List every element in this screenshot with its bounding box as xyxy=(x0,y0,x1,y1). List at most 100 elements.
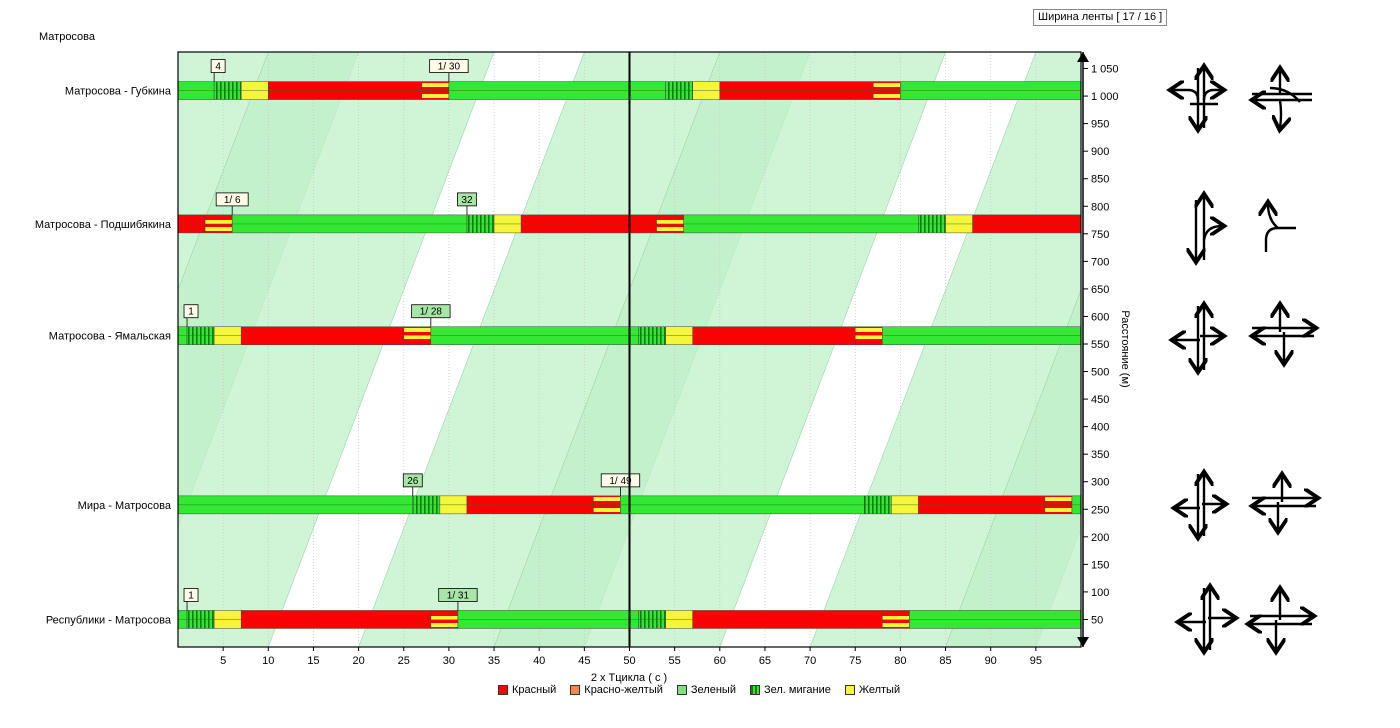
x-tick-label: 80 xyxy=(894,655,906,667)
y-tick-label: 50 xyxy=(1091,614,1103,626)
y-tick-label: 300 xyxy=(1091,477,1109,489)
cross-arrows-icon xyxy=(1172,68,1222,128)
offset-marker-label: 1/ 28 xyxy=(420,307,443,318)
offset-marker-box xyxy=(411,304,451,319)
offset-marker-label: 1/ 49 xyxy=(609,476,632,487)
y-axis-label: Расстояние (м) xyxy=(1119,310,1131,387)
x-axis-label: 2 x Тцикла ( с ) xyxy=(591,672,667,684)
y-tick-label: 750 xyxy=(1091,229,1109,241)
legend-yellow: Желтый xyxy=(844,684,900,696)
signal-phases: Матросова - Губкина 4 1/ 30 Матросова - Под… xyxy=(35,59,1082,629)
intersection-arrows xyxy=(1160,60,1330,660)
y-tick-label: 350 xyxy=(1091,449,1109,461)
y-tick-label: 950 xyxy=(1091,119,1109,131)
cross-arrows-icon xyxy=(1180,588,1234,650)
cross-arrows-icon xyxy=(1176,474,1224,536)
x-tick-label: 5 xyxy=(220,655,226,667)
y-tick-label: 450 xyxy=(1091,394,1109,406)
y-tick-label: 550 xyxy=(1091,339,1109,351)
legend: Красный Красно-желтый Зеленый Зел. миган… xyxy=(498,684,914,696)
y-axis-arrow-down xyxy=(1077,637,1089,647)
offset-marker-label: 4 xyxy=(215,62,221,73)
offset-marker-box xyxy=(215,192,249,207)
band-width-indicator[interactable]: Ширина ленты [ 17 / 16 ] xyxy=(1033,9,1168,26)
x-tick-label: 35 xyxy=(488,655,500,667)
y-tick-label: 500 xyxy=(1091,367,1109,379)
offset-marker-label: 1/ 31 xyxy=(447,590,470,601)
x-tick-label: 90 xyxy=(985,655,997,667)
x-tick-label: 60 xyxy=(714,655,726,667)
y-tick-label: 100 xyxy=(1091,587,1109,599)
x-tick-label: 25 xyxy=(398,655,410,667)
street-title: Матросова xyxy=(39,31,96,43)
intersection-4: Мира - Матросова 26 1/ 49 xyxy=(78,473,1082,515)
y-tick-label: 1 000 xyxy=(1091,91,1119,103)
cross-arrows-icon xyxy=(1174,306,1222,370)
intersection-name: Матросова - Подшибякина xyxy=(35,219,172,231)
legend-red: Красный xyxy=(498,684,556,696)
offset-marker-box xyxy=(438,588,478,602)
offset-marker-box xyxy=(210,59,226,73)
intersection-1: Матросова - Губкина 4 1/ 30 xyxy=(65,59,1082,100)
intersection-name: Мира - Матросова xyxy=(78,500,172,512)
turn-arrow-icon xyxy=(1266,204,1296,252)
offset-marker-label: 26 xyxy=(407,476,419,487)
legend-red-yellow: Красно-желтый xyxy=(570,684,663,696)
x-tick-label: 30 xyxy=(443,655,455,667)
x-tick-label: 45 xyxy=(578,655,590,667)
cross-arrows-icon xyxy=(1252,306,1314,362)
offset-marker-label: 1/ 30 xyxy=(438,62,461,73)
y-tick-label: 600 xyxy=(1091,311,1109,323)
intersection-name: Матросова - Ямальская xyxy=(49,331,171,343)
x-tick-label: 20 xyxy=(352,655,364,667)
x-tick-label: 40 xyxy=(533,655,545,667)
green-band-down xyxy=(945,289,1081,647)
y-axis-arrow-up xyxy=(1077,52,1089,62)
y-tick-label: 400 xyxy=(1091,422,1109,434)
intersection-5: Республики - Матросова 1 1/ 31 xyxy=(46,588,1082,629)
offset-marker-box xyxy=(457,192,477,207)
axes: 5 10 15 20 25 30 35 40 45 50 55 60 65 70 75 80 85 90 95501… xyxy=(177,51,1119,667)
intersection-2: Матросова - Подшибякина 1/ 6 32 xyxy=(35,192,1082,234)
y-tick-label: 800 xyxy=(1091,201,1109,213)
legend-swatch xyxy=(498,685,508,695)
intersection-3: Матросова - Ямальская 1 1/ 28 xyxy=(49,304,1082,345)
y-tick-label: 700 xyxy=(1091,256,1109,268)
cross-arrows-icon xyxy=(1196,196,1222,260)
y-tick-label: 250 xyxy=(1091,504,1109,516)
y-tick-label: 900 xyxy=(1091,146,1109,158)
cross-arrows-icon xyxy=(1250,590,1312,650)
offset-marker-label: 1 xyxy=(188,307,194,318)
y-tick-label: 850 xyxy=(1091,174,1109,186)
legend-swatch xyxy=(749,685,760,695)
y-tick-label: 200 xyxy=(1091,532,1109,544)
intersection-name: Республики - Матросова xyxy=(46,614,172,626)
legend-swatch xyxy=(844,685,855,695)
x-tick-label: 50 xyxy=(623,655,635,667)
cross-arrows-icon xyxy=(1252,70,1312,128)
offset-marker-box xyxy=(183,304,199,319)
offset-marker-label: 1/ 6 xyxy=(224,195,241,206)
y-tick-label: 150 xyxy=(1091,559,1109,571)
offset-marker-box xyxy=(429,59,469,73)
legend-green-blink: Зел. мигание xyxy=(749,684,831,696)
x-tick-label: 85 xyxy=(939,655,951,667)
intersection-name: Матросова - Губкина xyxy=(65,86,172,98)
x-tick-label: 70 xyxy=(804,655,816,667)
x-tick-label: 95 xyxy=(1030,655,1042,667)
grid xyxy=(222,52,1037,647)
offset-marker-label: 32 xyxy=(461,195,473,206)
offset-marker-box xyxy=(183,588,199,602)
y-tick-label: 1 050 xyxy=(1091,64,1119,76)
x-tick-label: 15 xyxy=(307,655,319,667)
offset-marker-box xyxy=(402,473,423,488)
x-tick-label: 65 xyxy=(759,655,771,667)
y-tick-label: 650 xyxy=(1091,284,1109,296)
offset-marker-label: 1 xyxy=(188,590,194,601)
cross-arrows-icon xyxy=(1252,476,1316,530)
legend-green: Зеленый xyxy=(676,684,736,696)
legend-swatch xyxy=(676,685,687,695)
legend-swatch xyxy=(570,685,581,695)
x-tick-label: 10 xyxy=(262,655,274,667)
